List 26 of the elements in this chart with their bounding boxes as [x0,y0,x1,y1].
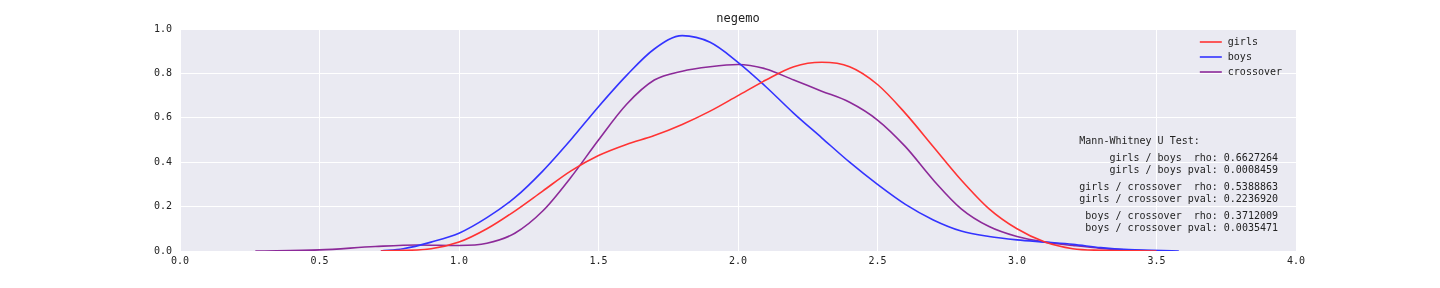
y-tick-label: 1.0 [153,22,172,34]
legend-label: boys [1227,50,1252,62]
x-tick-label: 2.5 [868,254,887,266]
x-tick-label: 3.5 [1147,254,1166,266]
annotation: boys / crossover pval: 0.0035471 [1085,221,1278,233]
chart-title: negemo [716,11,760,26]
x-tick-label: 1.5 [589,254,608,266]
x-tick-label: 1.0 [449,254,469,266]
x-tick-label: 4.0 [1286,254,1306,266]
annotation: girls / boys rho: 0.6627264 [1109,151,1278,163]
x-tick-label: 3.0 [1007,254,1027,266]
legend-label: crossover [1227,65,1282,77]
annotation: girls / crossover rho: 0.5388863 [1079,180,1278,192]
annotation: boys / crossover rho: 0.3712009 [1085,209,1278,221]
annotation: girls / boys pval: 0.0008459 [1109,163,1278,175]
x-tick-label: 0.0 [170,254,190,266]
y-tick-label: 0.6 [153,111,172,123]
y-tick-label: 0.0 [153,244,172,256]
y-tick-label: 0.8 [153,66,172,78]
y-tick-label: 0.4 [153,155,172,167]
legend-label: girls [1227,35,1258,47]
annotation: Mann-Whitney U Test: [1079,134,1200,146]
x-tick-label: 2.0 [728,254,748,266]
x-tick-label: 0.5 [310,254,329,266]
y-tick-label: 0.2 [153,200,172,212]
annotation: girls / crossover pval: 0.2236920 [1079,192,1278,204]
